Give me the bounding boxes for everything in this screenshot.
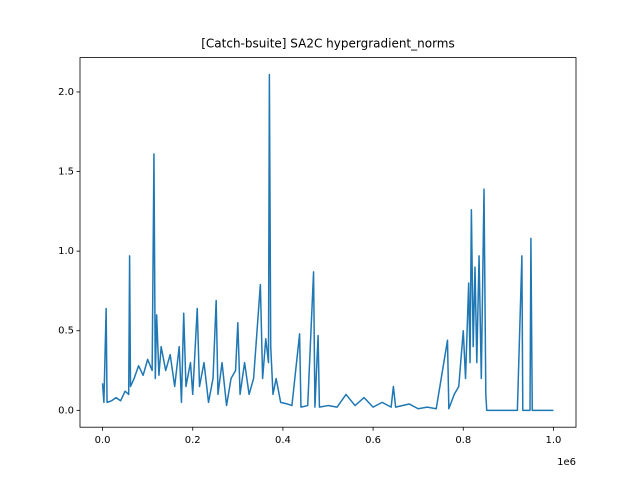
axes-frame — [79, 57, 577, 428]
y-tick-label: 1.0 — [58, 246, 74, 257]
x-tick-label: 1.0 — [546, 435, 562, 446]
data-line — [101, 73, 554, 412]
y-tick-label: 0.5 — [58, 326, 74, 337]
x-tick-label: 0.2 — [185, 435, 201, 446]
x-tick-label: 0.6 — [365, 435, 381, 446]
y-tick-label: 0.0 — [58, 405, 74, 416]
x-tick-label: 0.0 — [95, 435, 111, 446]
chart-title: [Catch-bsuite] SA2C hypergradient_norms — [201, 37, 455, 51]
x-tick-label: 0.4 — [275, 435, 291, 446]
y-tick-label: 2.0 — [58, 87, 74, 98]
x-tick-label: 0.8 — [455, 435, 471, 446]
y-tick-label: 1.5 — [58, 167, 74, 178]
x-offset-text: 1e6 — [557, 457, 576, 468]
